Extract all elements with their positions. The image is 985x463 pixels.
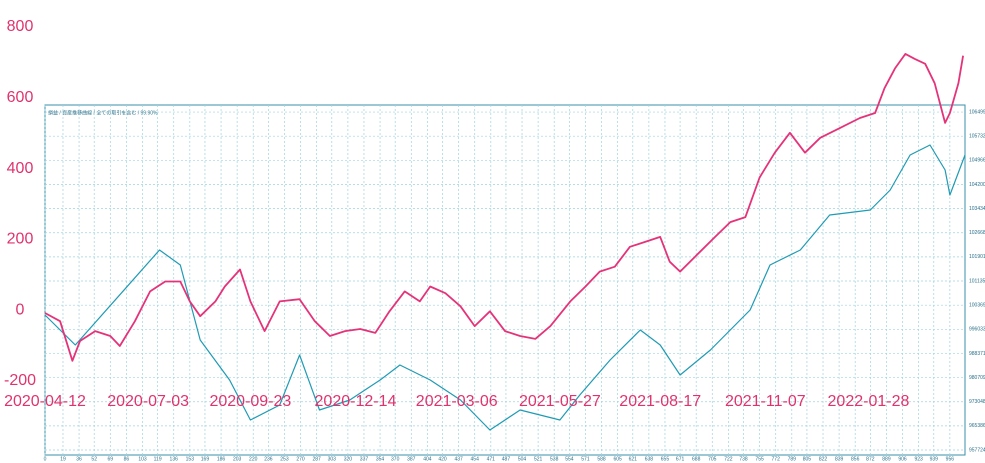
y-tick-label: 957724 [969,447,985,453]
x-tick-label: 320 [344,456,353,462]
y-tick-label: 1042004 [969,182,985,188]
x-tick-label: 571 [581,456,590,462]
x-tick-label: 52 [91,456,97,462]
x-tick-label: 19 [60,456,66,462]
x-tick-label: 337 [360,456,369,462]
x-tick-label: 521 [534,456,543,462]
x-tick-label: 136 [170,456,179,462]
x-tick-label: 370 [391,456,400,462]
x-tick-label: 872 [866,456,875,462]
y-tick-label: 600 [7,89,34,106]
x-tick-label: 605 [613,456,622,462]
x-tick-label: 889 [882,456,891,462]
chart-title: 損益 / 資産推移曲線 / 全ての取引を含む / 99.90% [48,109,158,116]
x-tick-label: 0 [44,456,47,462]
y-tick-label: 1034342 [969,206,985,212]
y-tick-label: 0 [16,301,25,318]
x-tick-label: 103 [138,456,147,462]
y-tick-label: 1064990 [969,109,985,115]
x-tick-label: 588 [597,456,606,462]
x-tick-label: 253 [280,456,289,462]
x-tick-label: 36 [76,456,82,462]
x-tick-label: 789 [788,456,797,462]
x-tick-label: 538 [550,456,559,462]
x-tick-label: 437 [454,456,463,462]
x-tick-label: 2020-04-12 [4,393,86,410]
y-tick-label: 996033 [969,327,985,333]
y-tick-label: 1003695 [969,302,985,308]
x-tick-label: 387 [407,456,416,462]
y-tick-label: 800 [7,18,34,35]
chart: 損益 / 資産推移曲線 / 全ての取引を含む / 99.90% 957724 965… [0,0,985,463]
x-tick-label: 839 [835,456,844,462]
x-tick-label: 2020-09-23 [209,393,291,410]
x-tick-label: 2020-07-03 [107,393,189,410]
x-tick-label: 722 [724,456,733,462]
y-tick-label: 965386 [969,423,985,429]
x-tick-label: 236 [264,456,273,462]
x-tick-label: 2021-05-27 [519,393,601,410]
x-tick-label: 822 [819,456,828,462]
y-tick-label: 400 [7,160,34,177]
x-tick-label: 906 [898,456,907,462]
y-tick-label: 1049666 [969,158,985,164]
x-tick-label: 554 [565,456,574,462]
x-tick-label: 2021-03-06 [416,393,498,410]
x-tick-label: 688 [692,456,701,462]
x-tick-label: 755 [755,456,764,462]
y-tick-label: 200 [7,231,34,248]
x-tick-label: 2020-12-14 [315,393,397,410]
y-tick-label: 1019019 [969,254,985,260]
x-tick-label: 287 [312,456,321,462]
x-tick-label: 655 [661,456,670,462]
x-tick-label: 738 [739,456,748,462]
x-tick-label: 2022-01-28 [828,393,910,410]
x-tick-label: 638 [645,456,654,462]
y-tick-label: 980709 [969,375,985,381]
x-tick-label: 856 [851,456,860,462]
x-tick-label: 303 [328,456,337,462]
x-tick-label: 186 [217,456,226,462]
x-tick-label: 2021-08-17 [619,393,701,410]
x-tick-label: 471 [487,456,496,462]
x-tick-label: 939 [930,456,939,462]
x-tick-label: 153 [186,456,195,462]
x-tick-label: 270 [296,456,305,462]
x-tick-label: 354 [376,456,385,462]
y-tick-label: 1026681 [969,230,985,236]
x-tick-label: 119 [154,456,162,462]
x-tick-label: 805 [803,456,812,462]
x-tick-label: 404 [423,456,432,462]
x-tick-label: 454 [471,456,480,462]
x-tick-label: 956 [946,456,955,462]
y-tick-label: 1011357 [969,278,985,284]
profit-panel: -200 0 200 400 600 800 2020-04-12 2020-07-03 202… [4,18,963,410]
x-tick-label: 2021-11-07 [725,393,806,410]
x-tick-label: 923 [914,456,923,462]
x-tick-label: 487 [502,456,511,462]
x-tick-label: 772 [772,456,781,462]
x-tick-label: 671 [676,456,685,462]
y-tick-label: -200 [4,372,36,389]
y-tick-label: 1057328 [969,134,985,140]
x-tick-label: 705 [708,456,717,462]
x-tick-label: 203 [233,456,242,462]
x-tick-label: 86 [124,456,130,462]
y-tick-label: 973048 [969,399,985,405]
x-tick-label: 69 [108,456,114,462]
y-tick-label: 988371 [969,351,985,357]
x-tick-label: 220 [249,456,258,462]
x-tick-label: 621 [629,456,638,462]
x-tick-label: 504 [518,456,527,462]
x-tick-label: 420 [438,456,447,462]
series-line [45,54,963,361]
x-tick-label: 169 [201,456,210,462]
